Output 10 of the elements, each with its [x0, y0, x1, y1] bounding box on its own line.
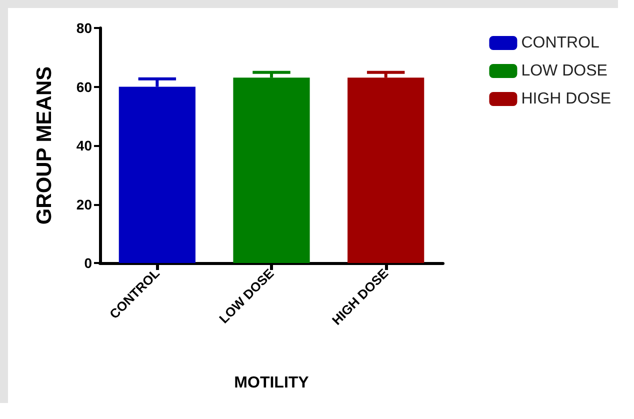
y-tick-label: 20	[76, 196, 92, 212]
legend-label: CONTROL	[521, 34, 600, 52]
x-axis-title: MOTILITY	[234, 374, 310, 392]
y-tick-label: 0	[84, 255, 92, 271]
legend-label: HIGH DOSE	[521, 90, 612, 108]
legend-label: LOW DOSE	[521, 62, 608, 80]
y-tick-label: 80	[76, 20, 92, 36]
y-axis-title: GROUP MEANS	[33, 66, 56, 225]
y-tick-label: 60	[76, 78, 92, 95]
y-tick-label: 40	[76, 138, 92, 154]
